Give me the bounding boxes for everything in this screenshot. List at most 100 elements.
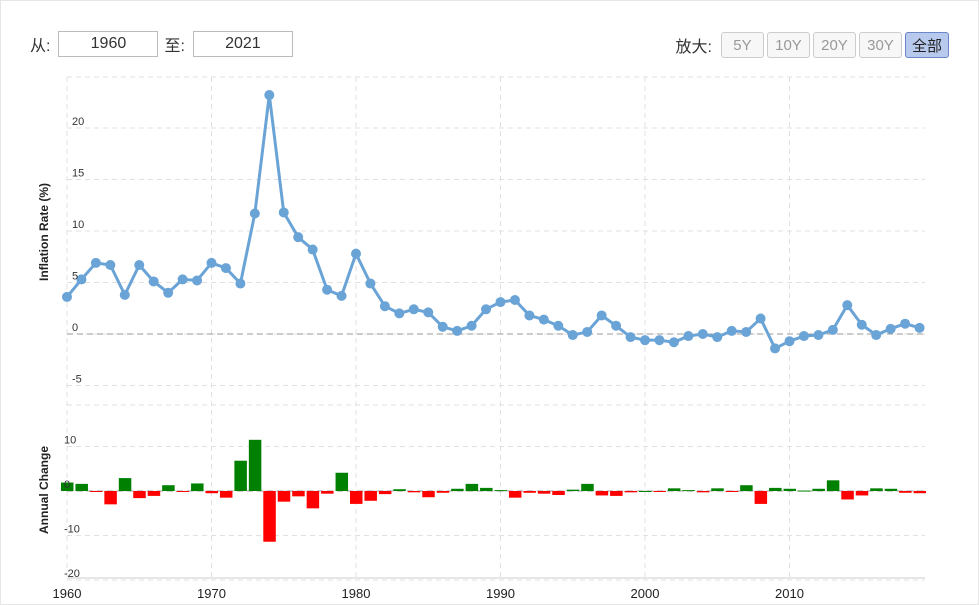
- inflation-point[interactable]: [437, 321, 448, 332]
- annual-change-bar[interactable]: [147, 491, 161, 496]
- annual-change-bar[interactable]: [176, 491, 190, 492]
- inflation-point[interactable]: [697, 329, 708, 339]
- annual-change-bar[interactable]: [436, 491, 450, 493]
- annual-change-bar[interactable]: [451, 488, 464, 491]
- annual-change-bar[interactable]: [870, 488, 883, 491]
- inflation-point[interactable]: [466, 320, 477, 331]
- inflation-points[interactable]: [62, 90, 925, 354]
- inflation-point[interactable]: [192, 275, 203, 286]
- inflation-point[interactable]: [567, 330, 578, 341]
- annual-change-bar[interactable]: [205, 491, 219, 494]
- inflation-point[interactable]: [351, 248, 361, 259]
- annual-change-bar[interactable]: [248, 439, 262, 491]
- annual-change-bar[interactable]: [624, 491, 638, 493]
- annual-change-bar[interactable]: [162, 485, 175, 491]
- annual-change-bar[interactable]: [306, 491, 320, 509]
- annual-change-bar[interactable]: [118, 478, 132, 491]
- inflation-point[interactable]: [611, 320, 622, 331]
- inflation-point[interactable]: [596, 310, 607, 321]
- annual-change-bar[interactable]: [552, 491, 565, 496]
- zoom-20y-button[interactable]: 20Y: [812, 32, 856, 58]
- inflation-point[interactable]: [640, 335, 650, 346]
- inflation-point[interactable]: [712, 332, 723, 343]
- inflation-point[interactable]: [741, 326, 752, 337]
- inflation-point[interactable]: [119, 289, 130, 300]
- annual-change-bar[interactable]: [508, 491, 522, 498]
- annual-change-bar[interactable]: [899, 491, 912, 493]
- annual-change-bar[interactable]: [913, 491, 927, 494]
- inflation-point[interactable]: [871, 330, 882, 341]
- inflation-point[interactable]: [76, 274, 87, 285]
- inflation-point[interactable]: [654, 335, 665, 346]
- inflation-point[interactable]: [452, 325, 463, 336]
- annual-change-bar[interactable]: [480, 487, 493, 491]
- annual-change-bar[interactable]: [537, 491, 551, 494]
- inflation-point[interactable]: [293, 232, 304, 243]
- inflation-point[interactable]: [798, 331, 809, 342]
- inflation-point[interactable]: [726, 325, 737, 336]
- inflation-point[interactable]: [784, 336, 795, 347]
- annual-change-bar[interactable]: [321, 491, 334, 494]
- annual-change-bar[interactable]: [581, 483, 594, 491]
- inflation-point[interactable]: [495, 297, 506, 308]
- annual-change-bar[interactable]: [89, 491, 103, 492]
- inflation-point[interactable]: [206, 257, 217, 268]
- inflation-point[interactable]: [755, 313, 766, 324]
- annual-change-bar[interactable]: [667, 488, 681, 491]
- annual-change-bar[interactable]: [407, 491, 421, 493]
- annual-change-bar[interactable]: [653, 491, 666, 492]
- annual-change-bar[interactable]: [219, 491, 233, 498]
- annual-change-bar[interactable]: [393, 489, 406, 491]
- annual-change-bar[interactable]: [104, 491, 117, 505]
- annual-change-bar[interactable]: [350, 491, 363, 504]
- inflation-point[interactable]: [322, 284, 333, 295]
- inflation-point[interactable]: [264, 90, 275, 101]
- annual-change-bar[interactable]: [75, 483, 88, 491]
- inflation-point[interactable]: [827, 324, 838, 335]
- inflation-point[interactable]: [770, 343, 781, 354]
- annual-change-bar[interactable]: [422, 491, 435, 498]
- annual-change-bar[interactable]: [191, 483, 204, 491]
- inflation-point[interactable]: [914, 322, 925, 333]
- annual-change-bar[interactable]: [566, 489, 580, 491]
- to-year-input[interactable]: [192, 31, 293, 57]
- annual-change-bar[interactable]: [740, 485, 753, 491]
- inflation-point[interactable]: [524, 310, 535, 321]
- annual-change-bar[interactable]: [797, 490, 811, 492]
- annual-change-bar[interactable]: [335, 472, 349, 491]
- inflation-point[interactable]: [379, 301, 390, 312]
- annual-change-bar[interactable]: [465, 483, 479, 491]
- zoom-5y-button[interactable]: 5Y: [720, 32, 764, 58]
- annual-change-bar[interactable]: [639, 491, 652, 492]
- annual-change-bar[interactable]: [711, 488, 724, 491]
- annual-change-bar[interactable]: [754, 491, 768, 504]
- annual-change-bar[interactable]: [277, 491, 291, 502]
- inflation-point[interactable]: [683, 331, 694, 342]
- annual-change-bar[interactable]: [610, 491, 623, 496]
- inflation-point[interactable]: [553, 320, 564, 331]
- annual-change-bar[interactable]: [841, 491, 854, 500]
- inflation-point[interactable]: [177, 274, 188, 285]
- inflation-point[interactable]: [90, 257, 101, 268]
- annual-change-bar[interactable]: [855, 491, 869, 496]
- annual-change-bar[interactable]: [884, 488, 898, 491]
- inflation-point[interactable]: [365, 278, 376, 289]
- inflation-point[interactable]: [134, 259, 145, 270]
- annual-change-bar[interactable]: [133, 491, 146, 499]
- zoom-30y-button[interactable]: 30Y: [858, 32, 902, 58]
- annual-change-bar[interactable]: [725, 491, 739, 492]
- annual-change-bar[interactable]: [826, 480, 840, 491]
- inflation-point[interactable]: [900, 318, 911, 329]
- inflation-point[interactable]: [668, 337, 679, 348]
- from-year-input[interactable]: [58, 31, 159, 57]
- inflation-point[interactable]: [148, 276, 159, 287]
- inflation-point[interactable]: [307, 244, 318, 255]
- annual-change-bar[interactable]: [263, 491, 276, 542]
- inflation-point[interactable]: [625, 332, 636, 343]
- inflation-point[interactable]: [105, 259, 116, 270]
- annual-change-bar[interactable]: [769, 487, 782, 491]
- inflation-point[interactable]: [163, 287, 174, 298]
- inflation-point[interactable]: [538, 314, 549, 325]
- inflation-point[interactable]: [509, 295, 520, 306]
- annual-change-bar[interactable]: [364, 491, 377, 501]
